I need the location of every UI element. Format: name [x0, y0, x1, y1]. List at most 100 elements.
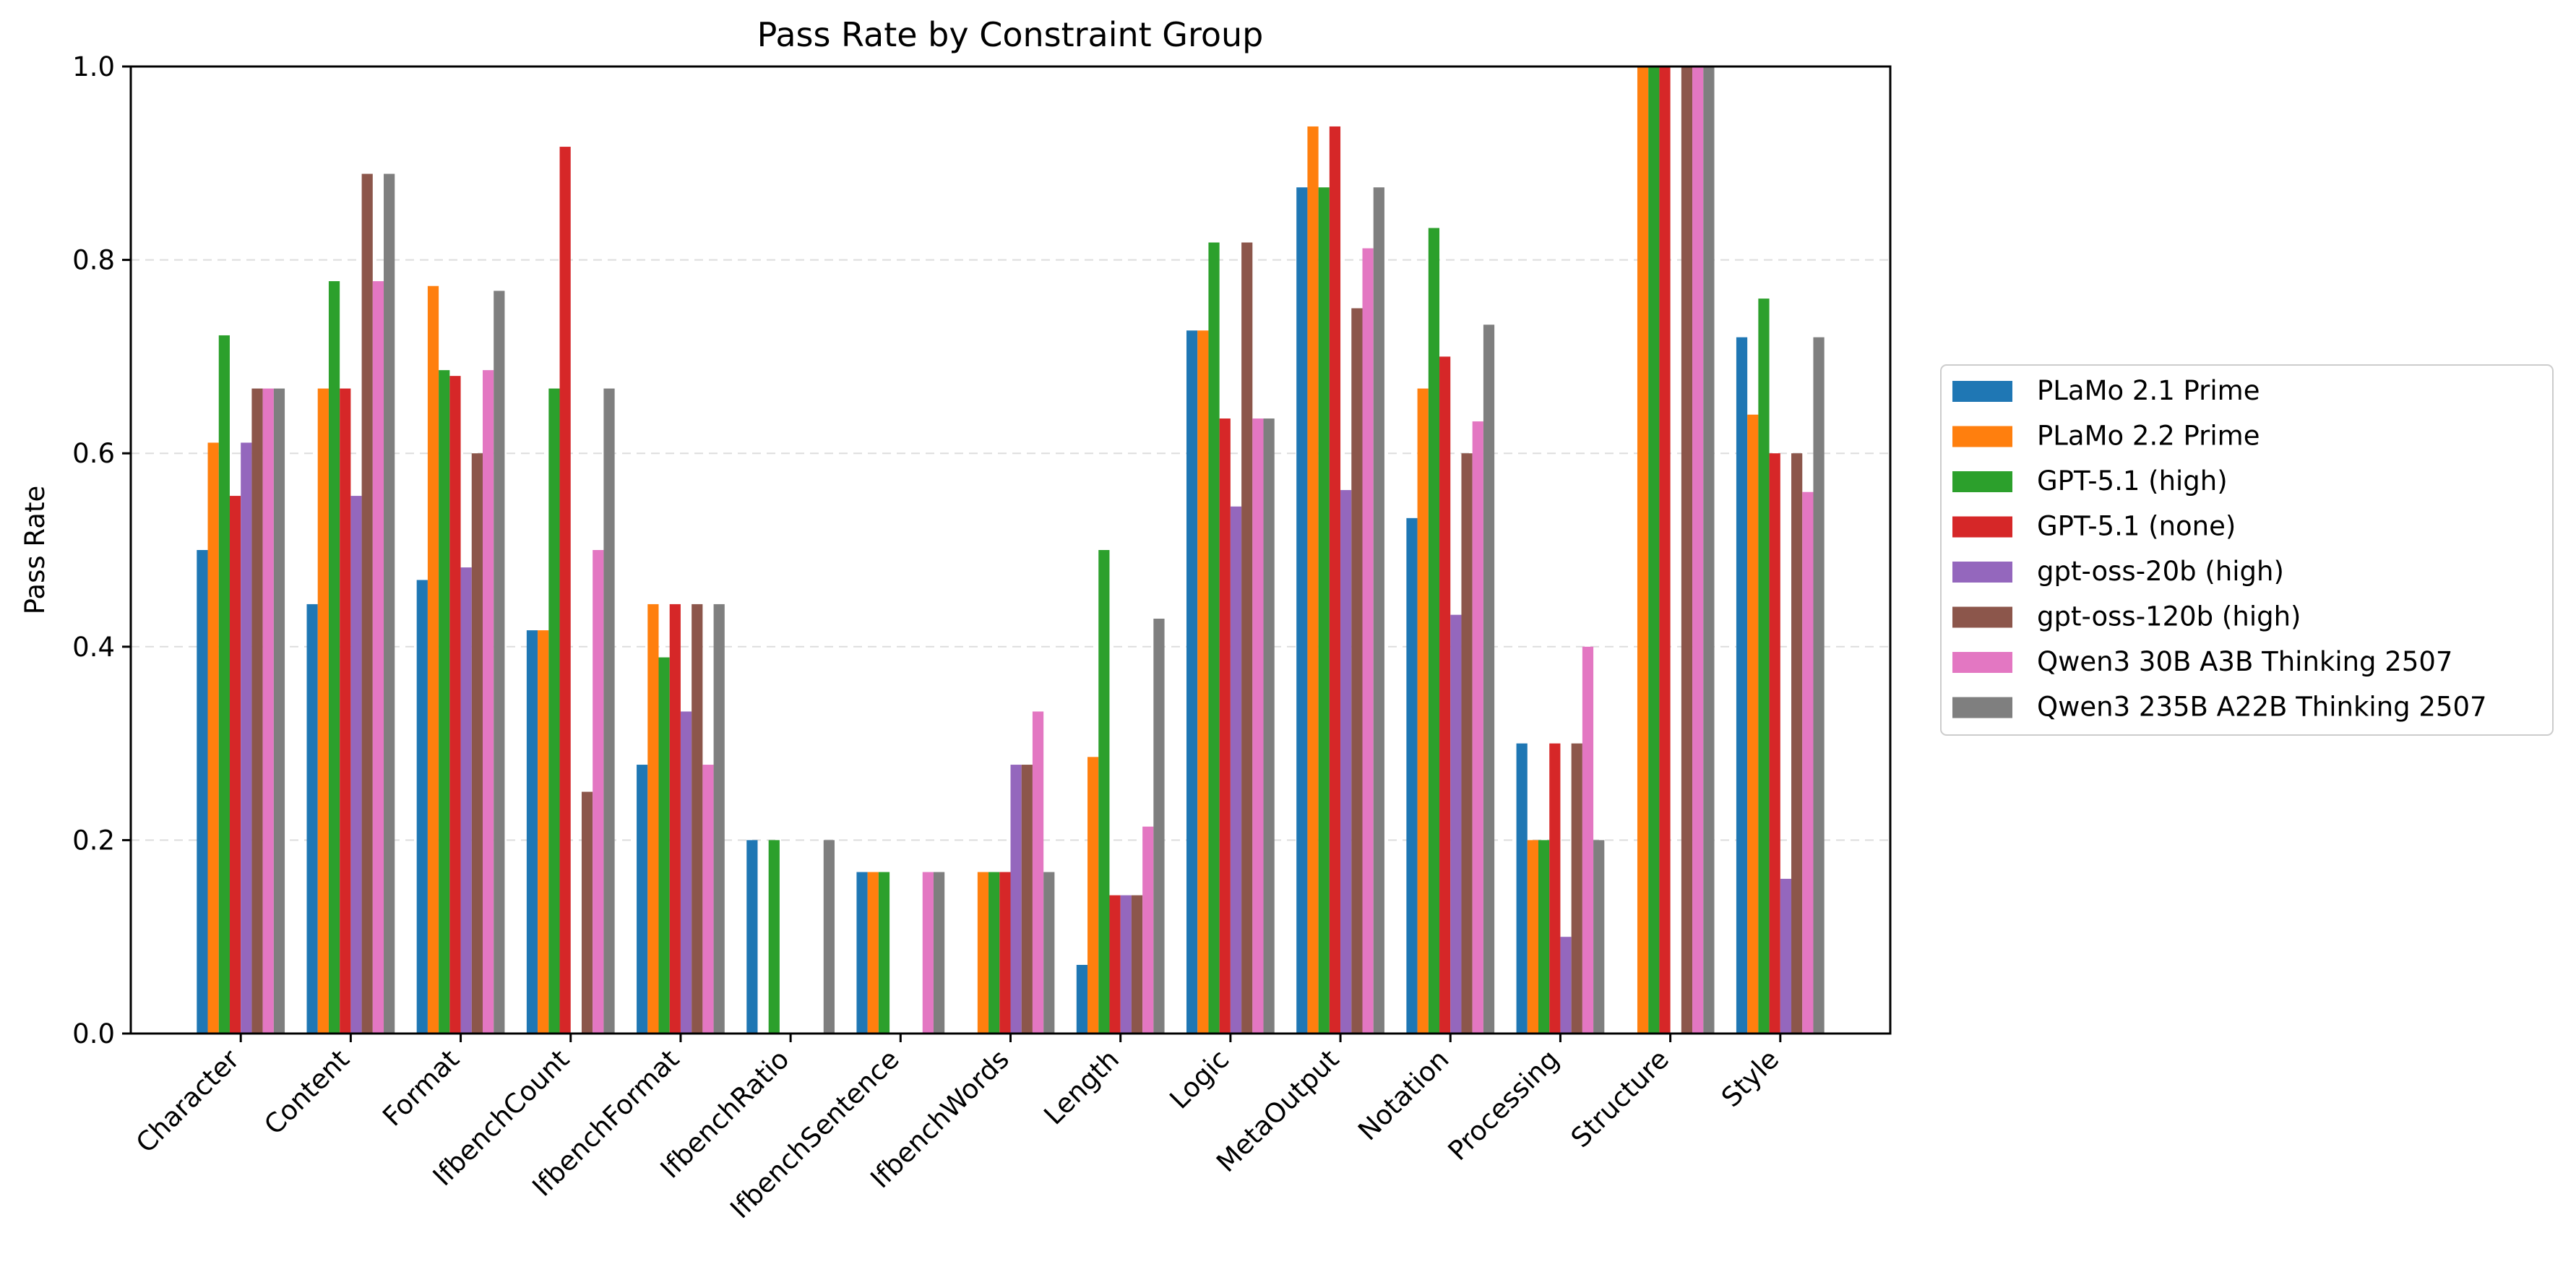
bar: [251, 388, 263, 1034]
bar: [669, 604, 681, 1034]
legend-swatch: [1952, 697, 2012, 718]
bar: [494, 291, 505, 1034]
bar: [823, 840, 835, 1034]
bar: [460, 567, 472, 1034]
bar: [922, 872, 934, 1034]
bar: [1483, 325, 1495, 1034]
bar: [1120, 895, 1132, 1034]
bar: [317, 388, 329, 1034]
legend-swatch: [1952, 606, 2012, 628]
y-tick-label: 0.8: [72, 245, 115, 276]
bar: [867, 872, 879, 1034]
y-axis-ticks: 0.0 0.2 0.4 0.6 0.8 1.0: [72, 51, 131, 1049]
bar: [1318, 187, 1330, 1034]
bar: [581, 791, 593, 1034]
legend-label: gpt-oss-120b (high): [2037, 601, 2301, 632]
y-axis-label: Pass Rate: [20, 486, 51, 614]
y-tick-label: 0.4: [72, 632, 115, 663]
bar: [1032, 711, 1044, 1034]
bar: [1153, 618, 1165, 1034]
bar: [483, 370, 494, 1034]
bar: [1109, 895, 1121, 1034]
bar: [372, 281, 384, 1034]
bar: [1538, 840, 1550, 1034]
bar: [1736, 337, 1748, 1034]
bar: [692, 604, 703, 1034]
legend-label: PLaMo 2.1 Prime: [2037, 375, 2260, 406]
bar: [1131, 895, 1143, 1034]
bar: [637, 765, 648, 1034]
bars: [197, 66, 1825, 1034]
bar: [1296, 187, 1308, 1034]
bar: [1329, 126, 1341, 1034]
legend-swatch: [1952, 516, 2012, 538]
bar: [1373, 187, 1384, 1034]
bar: [471, 453, 483, 1034]
bar: [1417, 388, 1429, 1034]
bar: [1593, 840, 1605, 1034]
bar: [1340, 490, 1352, 1034]
bar: [1142, 826, 1154, 1034]
legend: PLaMo 2.1 Prime PLaMo 2.2 Prime GPT-5.1 (h…: [1940, 364, 2554, 736]
bar: [350, 496, 362, 1034]
legend-label: GPT-5.1 (none): [2037, 511, 2236, 542]
bar: [1571, 743, 1582, 1034]
bar: [416, 580, 428, 1034]
bar: [999, 872, 1011, 1034]
bar: [1813, 337, 1825, 1034]
y-tick-label: 0.6: [72, 438, 115, 469]
bar: [856, 872, 868, 1034]
bar: [361, 173, 373, 1034]
bar: [1208, 242, 1220, 1034]
bar: [241, 442, 252, 1034]
bar: [1802, 491, 1814, 1034]
bar: [1043, 872, 1055, 1034]
bar: [1219, 418, 1231, 1034]
legend-label: PLaMo 2.2 Prime: [2037, 421, 2260, 452]
bar: [1230, 506, 1242, 1034]
legend-swatch: [1952, 426, 2012, 447]
bar: [1560, 937, 1572, 1034]
bar: [197, 550, 208, 1034]
bar: [977, 872, 989, 1034]
y-tick-label: 1.0: [72, 51, 115, 82]
bar: [593, 550, 604, 1034]
bar: [658, 657, 670, 1034]
bar: [262, 388, 274, 1034]
bar: [1010, 765, 1022, 1034]
bar: [1428, 228, 1440, 1034]
bar: [1263, 418, 1275, 1034]
bar: [746, 840, 758, 1034]
bar: [1692, 66, 1704, 1034]
bar: [1681, 66, 1693, 1034]
bar: [427, 285, 439, 1034]
bar: [1186, 330, 1198, 1034]
bar: [439, 370, 450, 1034]
bar: [680, 711, 692, 1034]
legend-label: gpt-oss-20b (high): [2037, 556, 2284, 587]
bar: [328, 281, 340, 1034]
y-tick-label: 0.0: [72, 1018, 115, 1049]
bar: [1351, 308, 1363, 1034]
bar: [1252, 418, 1264, 1034]
bar: [1659, 66, 1671, 1034]
legend-swatch: [1952, 471, 2012, 492]
bar: [1406, 517, 1418, 1034]
bar: [647, 604, 659, 1034]
bar: [538, 630, 549, 1034]
bar: [1780, 878, 1792, 1034]
legend-swatch: [1952, 381, 2012, 402]
bar: [1076, 965, 1088, 1034]
bar: [1637, 66, 1649, 1034]
bar: [988, 872, 1000, 1034]
bar: [1461, 453, 1473, 1034]
bar: [384, 173, 395, 1034]
bar: [526, 630, 538, 1034]
bar: [1021, 765, 1033, 1034]
bar: [713, 604, 725, 1034]
bar: [1648, 66, 1660, 1034]
bar: [1439, 356, 1451, 1034]
bar: [768, 840, 780, 1034]
bar: [340, 388, 351, 1034]
